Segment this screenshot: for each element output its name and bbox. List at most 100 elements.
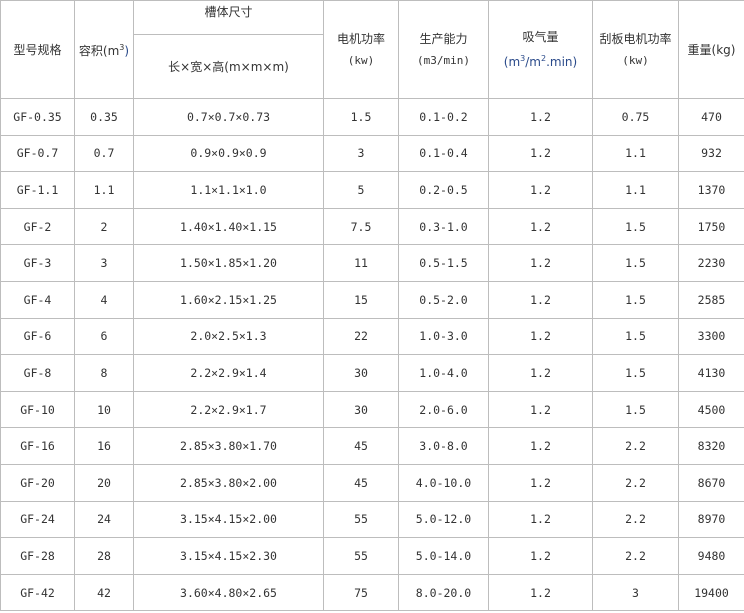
cell-capacity: 5.0-12.0 — [398, 500, 489, 539]
cell-dimensions: 0.7×0.7×0.73 — [133, 98, 324, 136]
cell-volume: 6 — [74, 317, 134, 356]
table-row: GF-2 2 1.40×1.40×1.15 7.5 0.3-1.0 1.2 1.5 1750 — [0, 207, 744, 246]
cell-suction: 1.2 — [488, 134, 593, 173]
cell-model: GF-20 — [0, 463, 75, 502]
cell-motor-power: 30 — [323, 354, 399, 392]
cell-weight: 9480 — [678, 537, 744, 575]
cell-motor-power: 11 — [323, 244, 399, 282]
cell-motor-power: 45 — [323, 463, 399, 502]
cell-model: GF-1.1 — [0, 171, 75, 209]
cell-capacity: 0.2-0.5 — [398, 171, 489, 209]
cell-suction: 1.2 — [488, 427, 593, 465]
cell-dimensions: 1.60×2.15×1.25 — [133, 280, 324, 319]
table-row: GF-24 24 3.15×4.15×2.00 55 5.0-12.0 1.2 2.2 897… — [0, 500, 744, 539]
table-row: GF-1.1 1.1 1.1×1.1×1.0 5 0.2-0.5 1.2 1.1 1370 — [0, 171, 744, 209]
cell-scraper-power: 1.5 — [592, 244, 679, 282]
cell-model: GF-42 — [0, 573, 75, 612]
cell-weight: 8320 — [678, 427, 744, 465]
cell-volume: 42 — [74, 573, 134, 612]
cell-motor-power: 30 — [323, 390, 399, 429]
cell-model: GF-28 — [0, 537, 75, 575]
cell-capacity: 0.1-0.2 — [398, 98, 489, 136]
header-weight: 重量(kg) — [678, 0, 744, 99]
cell-suction: 1.2 — [488, 500, 593, 539]
cell-motor-power: 3 — [323, 134, 399, 173]
cell-motor-power: 22 — [323, 317, 399, 356]
cell-capacity: 1.0-4.0 — [398, 354, 489, 392]
cell-dimensions: 1.40×1.40×1.15 — [133, 207, 324, 246]
cell-volume: 8 — [74, 354, 134, 392]
cell-suction: 1.2 — [488, 207, 593, 246]
cell-motor-power: 15 — [323, 280, 399, 319]
cell-weight: 19400 — [678, 573, 744, 612]
cell-dimensions: 0.9×0.9×0.9 — [133, 134, 324, 173]
cell-scraper-power: 2.2 — [592, 537, 679, 575]
cell-volume: 24 — [74, 500, 134, 539]
cell-dimensions: 2.0×2.5×1.3 — [133, 317, 324, 356]
cell-model: GF-0.7 — [0, 134, 75, 173]
cell-dimensions: 2.2×2.9×1.7 — [133, 390, 324, 429]
cell-volume: 0.35 — [74, 98, 134, 136]
cell-scraper-power: 1.1 — [592, 134, 679, 173]
cell-model: GF-0.35 — [0, 98, 75, 136]
table-row: GF-6 6 2.0×2.5×1.3 22 1.0-3.0 1.2 1.5 3300 — [0, 317, 744, 356]
cell-model: GF-2 — [0, 207, 75, 246]
cell-dimensions: 1.50×1.85×1.20 — [133, 244, 324, 282]
cell-scraper-power: 2.2 — [592, 463, 679, 502]
cell-model: GF-3 — [0, 244, 75, 282]
cell-volume: 20 — [74, 463, 134, 502]
cell-scraper-power: 1.5 — [592, 280, 679, 319]
cell-capacity: 8.0-20.0 — [398, 573, 489, 612]
cell-scraper-power: 1.5 — [592, 207, 679, 246]
header-tank-sub: 长×宽×高(m×m×m) — [133, 34, 324, 99]
table-row: GF-3 3 1.50×1.85×1.20 11 0.5-1.5 1.2 1.5 2230 — [0, 244, 744, 282]
header-capacity: 生产能力 (m3/min) — [398, 0, 489, 99]
cell-model: GF-10 — [0, 390, 75, 429]
table-row: GF-10 10 2.2×2.9×1.7 30 2.0-6.0 1.2 1.5 4500 — [0, 390, 744, 429]
cell-suction: 1.2 — [488, 171, 593, 209]
header-scraper: 刮板电机功率 (kw) — [592, 0, 679, 99]
cell-volume: 2 — [74, 207, 134, 246]
cell-weight: 8670 — [678, 463, 744, 502]
cell-weight: 932 — [678, 134, 744, 173]
table-row: GF-42 42 3.60×4.80×2.65 75 8.0-20.0 1.2 3 19400 — [0, 573, 744, 612]
cell-capacity: 1.0-3.0 — [398, 317, 489, 356]
cell-model: GF-16 — [0, 427, 75, 465]
cell-model: GF-4 — [0, 280, 75, 319]
table-row: GF-8 8 2.2×2.9×1.4 30 1.0-4.0 1.2 1.5 4130 — [0, 354, 744, 392]
cell-dimensions: 2.85×3.80×2.00 — [133, 463, 324, 502]
cell-capacity: 0.1-0.4 — [398, 134, 489, 173]
cell-motor-power: 5 — [323, 171, 399, 209]
cell-volume: 16 — [74, 427, 134, 465]
cell-volume: 1.1 — [74, 171, 134, 209]
cell-capacity: 0.5-2.0 — [398, 280, 489, 319]
cell-weight: 2230 — [678, 244, 744, 282]
cell-model: GF-6 — [0, 317, 75, 356]
cell-scraper-power: 1.5 — [592, 354, 679, 392]
cell-suction: 1.2 — [488, 573, 593, 612]
cell-suction: 1.2 — [488, 463, 593, 502]
cell-scraper-power: 1.5 — [592, 317, 679, 356]
cell-suction: 1.2 — [488, 280, 593, 319]
cell-dimensions: 3.15×4.15×2.30 — [133, 537, 324, 575]
cell-capacity: 4.0-10.0 — [398, 463, 489, 502]
cell-motor-power: 55 — [323, 500, 399, 539]
cell-scraper-power: 1.1 — [592, 171, 679, 209]
cell-weight: 1750 — [678, 207, 744, 246]
cell-weight: 1370 — [678, 171, 744, 209]
header-motor: 电机功率 (kw) — [323, 0, 399, 99]
table-row: GF-16 16 2.85×3.80×1.70 45 3.0-8.0 1.2 2.2 8320 — [0, 427, 744, 465]
cell-volume: 10 — [74, 390, 134, 429]
cell-suction: 1.2 — [488, 390, 593, 429]
cell-weight: 4130 — [678, 354, 744, 392]
cell-capacity: 0.3-1.0 — [398, 207, 489, 246]
cell-scraper-power: 2.2 — [592, 500, 679, 539]
cell-volume: 0.7 — [74, 134, 134, 173]
cell-suction: 1.2 — [488, 537, 593, 575]
cell-weight: 3300 — [678, 317, 744, 356]
cell-dimensions: 2.2×2.9×1.4 — [133, 354, 324, 392]
cell-volume: 4 — [74, 280, 134, 319]
cell-capacity: 2.0-6.0 — [398, 390, 489, 429]
cell-weight: 8970 — [678, 500, 744, 539]
